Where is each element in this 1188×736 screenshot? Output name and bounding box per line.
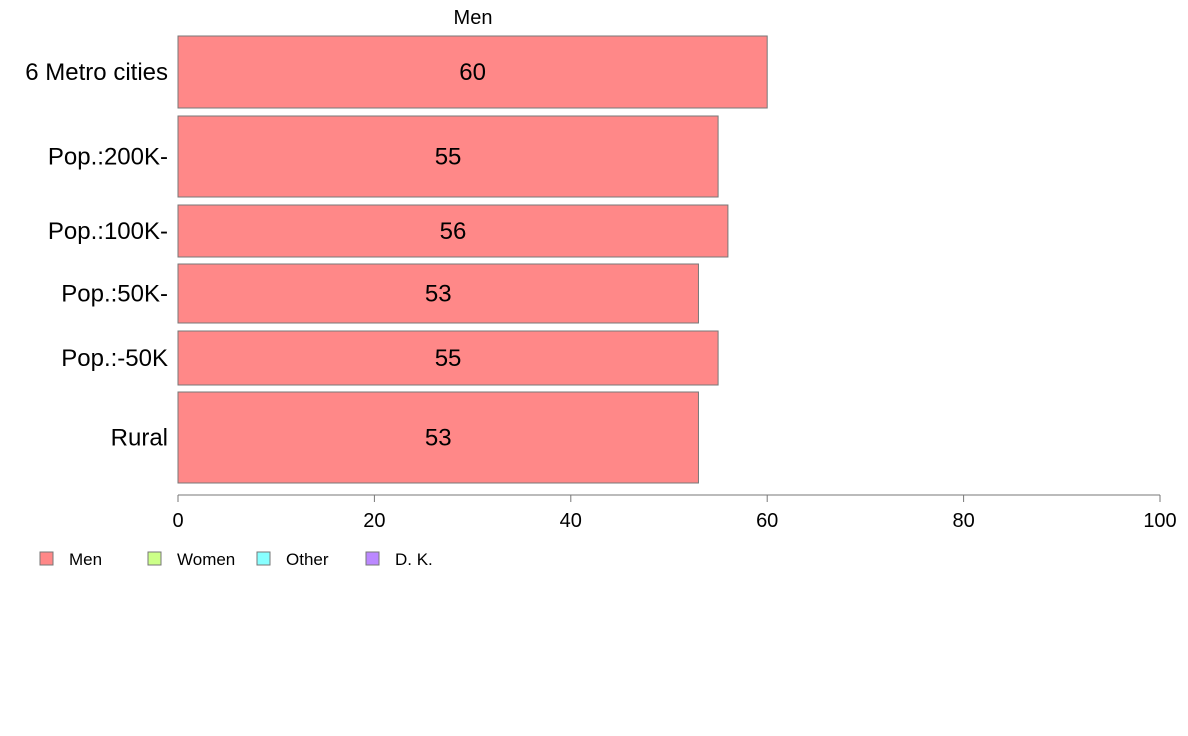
legend-item: Other bbox=[256, 550, 329, 569]
bar-value-label: 56 bbox=[440, 218, 467, 245]
x-tick-label: 100 bbox=[1143, 510, 1176, 532]
bar bbox=[177, 204, 729, 258]
legend-swatch bbox=[147, 551, 162, 566]
x-axis: 0 20 40 60 80 100 bbox=[172, 494, 1177, 532]
category-label: Pop.:100K- bbox=[48, 218, 168, 245]
bar-value-label: 60 bbox=[459, 59, 486, 86]
x-tick-label: 80 bbox=[952, 510, 974, 532]
bar-value-label: 53 bbox=[425, 425, 452, 452]
legend: Men Women Other D. K. bbox=[39, 550, 433, 569]
category-label: Rural bbox=[111, 425, 168, 452]
bar-value-label: 55 bbox=[435, 345, 462, 372]
legend-label: Men bbox=[69, 550, 102, 569]
bar bbox=[177, 330, 719, 386]
category-label: 6 Metro cities bbox=[25, 59, 168, 86]
chart-title: Men bbox=[454, 7, 493, 29]
x-tick-label: 20 bbox=[363, 510, 385, 532]
legend-swatch bbox=[365, 551, 380, 566]
bar bbox=[177, 115, 719, 198]
x-tick-label: 0 bbox=[172, 510, 183, 532]
legend-swatch bbox=[39, 551, 54, 566]
legend-item: Women bbox=[147, 550, 235, 569]
category-label: Pop.:200K- bbox=[48, 144, 168, 171]
x-tick-label: 60 bbox=[756, 510, 778, 532]
bar bbox=[177, 35, 768, 109]
legend-item: D. K. bbox=[365, 550, 433, 569]
bar bbox=[177, 263, 699, 324]
category-label: Pop.:50K- bbox=[61, 281, 168, 308]
bar-value-label: 55 bbox=[435, 144, 462, 171]
legend-label: D. K. bbox=[395, 550, 433, 569]
legend-label: Other bbox=[286, 550, 329, 569]
legend-label: Women bbox=[177, 550, 235, 569]
bar bbox=[177, 391, 699, 484]
x-tick-label: 40 bbox=[560, 510, 582, 532]
bar-value-label: 53 bbox=[425, 281, 452, 308]
legend-swatch bbox=[256, 551, 271, 566]
legend-item: Men bbox=[39, 550, 102, 569]
bars-layer: 60 6 Metro cities 55 Pop.:200K- 56 Pop.:100K-… bbox=[25, 35, 768, 484]
category-label: Pop.:-50K bbox=[61, 345, 168, 372]
